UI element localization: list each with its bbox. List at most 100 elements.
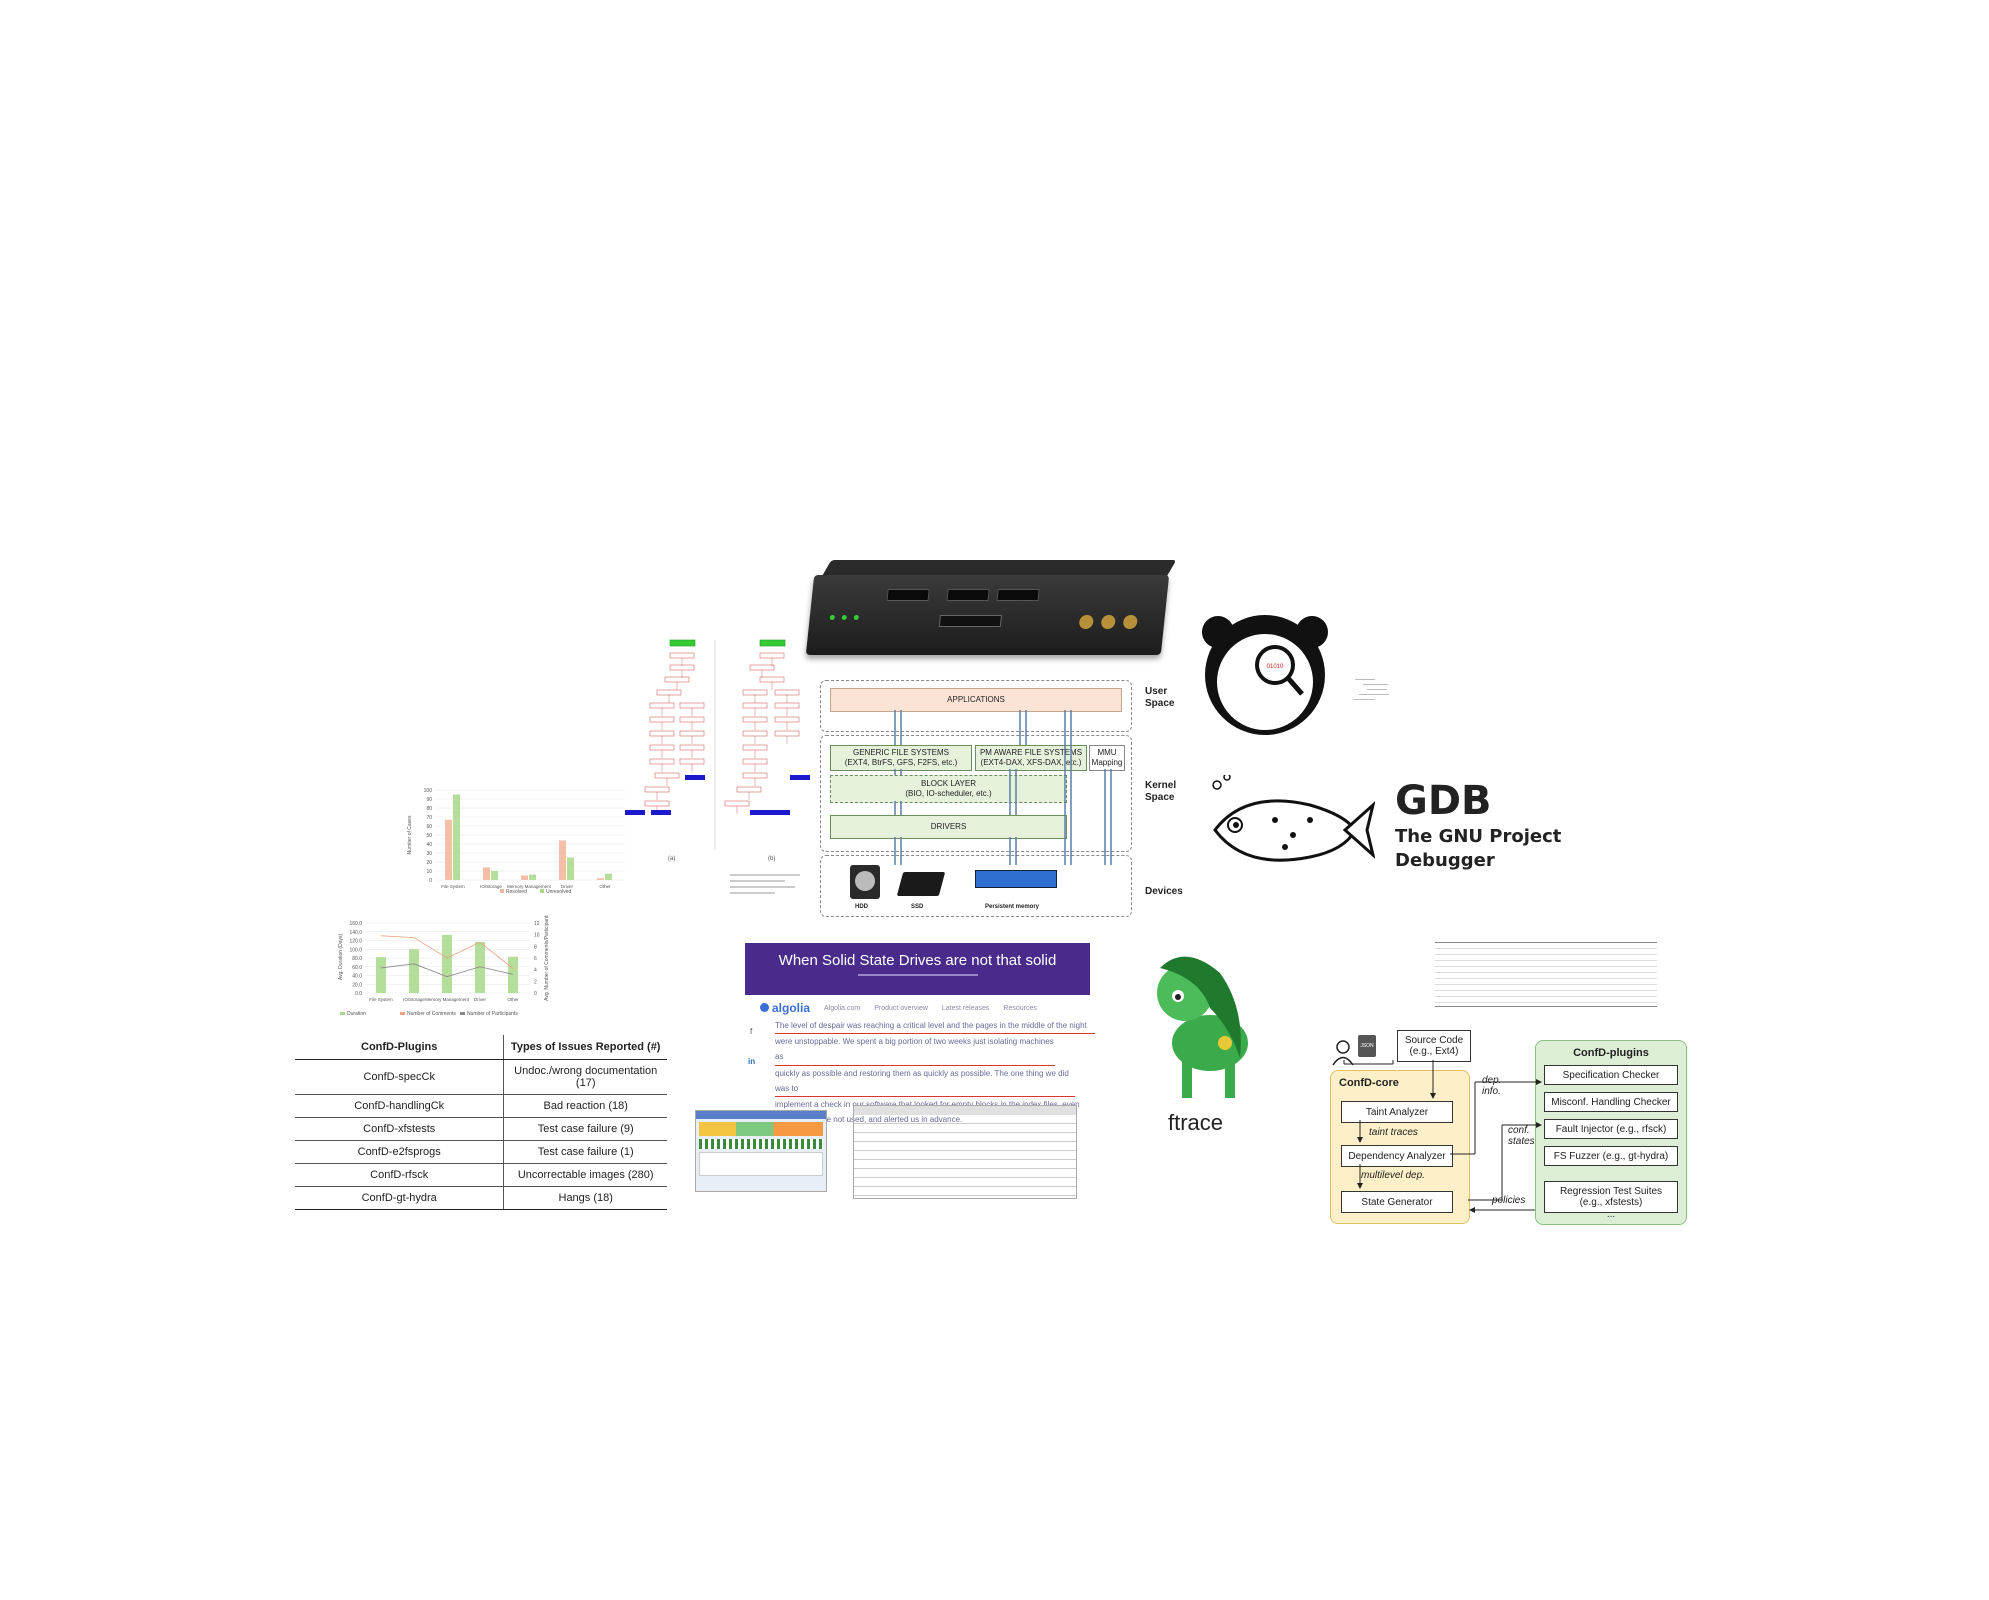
bar — [529, 874, 536, 880]
legend-label: Duration — [347, 1011, 366, 1017]
x-tick-label: Memory Management — [425, 997, 470, 1002]
flow-terminal — [750, 810, 770, 815]
column-header: Types of Issues Reported (#) — [503, 1035, 667, 1060]
devices-label: Devices — [1145, 886, 1183, 897]
table-cell: ConfD-handlingCk — [295, 1094, 505, 1118]
table-row-line — [1435, 960, 1657, 961]
flow-step — [679, 716, 705, 723]
legend-label: Resolved — [506, 889, 527, 895]
flow-step — [649, 716, 675, 723]
table-cell: ConfD-specCk — [295, 1059, 505, 1095]
y-tick-label: 140.0 — [349, 930, 362, 936]
table-header-row: ConfD-Plugins Types of Issues Reported (… — [295, 1035, 667, 1060]
flowchart-a-label: (a) — [668, 856, 676, 862]
flow-step — [742, 689, 768, 696]
kernel-space-region — [820, 735, 1132, 852]
confd-architecture: JSON Source Code (e.g., Ext4) ConfD-core … — [1330, 1030, 1690, 1225]
table-row-line — [854, 1150, 1076, 1151]
dep-info-label: dep. info. — [1482, 1075, 1502, 1097]
flow-step — [759, 652, 785, 659]
table-cell: Test case failure (1) — [503, 1140, 667, 1164]
taint-traces-label: taint traces — [1369, 1127, 1418, 1138]
nav-link[interactable]: Latest releases — [941, 1004, 990, 1012]
flow-step — [742, 758, 768, 765]
x-tick-label: Memory Management — [507, 884, 552, 889]
flow-step — [742, 716, 768, 723]
hdd-image — [850, 865, 880, 899]
regression-box: Regression Test Suites (e.g., xfstests) — [1544, 1181, 1678, 1213]
table-row-line — [1435, 972, 1657, 973]
flow-step — [759, 676, 785, 683]
analyzer-display — [886, 589, 930, 601]
bar — [409, 949, 419, 993]
table-row-line — [1435, 984, 1657, 985]
y-tick-label: 90 — [426, 797, 432, 803]
state-generator-box: State Generator — [1341, 1191, 1453, 1213]
pm-fs-label: PM AWARE FILE SYSTEMS — [979, 748, 1083, 758]
connector-knob — [1100, 615, 1116, 629]
facebook-icon[interactable]: f — [750, 1027, 753, 1036]
flow-terminal — [625, 810, 645, 815]
status-led — [841, 615, 847, 620]
linkedin-icon[interactable]: in — [748, 1057, 756, 1066]
x-tick-label: Other — [599, 884, 611, 889]
confd-core-panel: ConfD-core Taint Analyzer taint traces D… — [1330, 1070, 1470, 1224]
drivers-layer: DRIVERS — [830, 815, 1067, 839]
table-row-line — [854, 1186, 1076, 1187]
plugin-box: Misconf. Handling Checker — [1544, 1092, 1678, 1112]
y-tick-label: 40 — [426, 842, 432, 848]
y-tick-label: 80 — [426, 806, 432, 812]
legend-label: Number of Comments — [407, 1011, 456, 1017]
bar — [491, 871, 498, 880]
y-tick-label: 80.0 — [352, 956, 362, 962]
gdb-subtitle-2: Debugger — [1395, 850, 1495, 871]
generic-fs-sub: (EXT4, BtrFS, GFS, F2FS, etc.) — [844, 758, 958, 767]
y2-tick-label: 2 — [534, 979, 537, 985]
flow-step — [649, 758, 675, 765]
algolia-logo[interactable]: algolia — [760, 1001, 810, 1015]
bar — [442, 934, 452, 993]
flow-step — [679, 758, 705, 765]
chart-duration: 160.0 140.0 120.0 100.0 80.0 60.0 40.0 20.0 0.0 1… — [338, 915, 550, 1017]
mmu-label: MMU — [1097, 748, 1117, 758]
source-code-box: Source Code (e.g., Ext4) — [1397, 1030, 1471, 1062]
gdb-title: GDB — [1395, 778, 1492, 824]
multilevel-dep-label: multilevel dep. — [1361, 1170, 1425, 1181]
pm-fs-sub: (EXT4-DAX, XFS-DAX, etc.) — [980, 758, 1082, 767]
more-plugins-ellipsis: ... — [1606, 1209, 1616, 1220]
legend-swatch — [500, 889, 504, 893]
taint-analyzer-box: Taint Analyzer — [1341, 1101, 1453, 1123]
confd-plugins-panel: ConfD-plugins Specification Checker Misco… — [1535, 1040, 1687, 1225]
chart-cases-ylabel: Number of Cases — [407, 815, 413, 854]
flow-step — [742, 702, 768, 709]
nav-link[interactable]: Resources — [1003, 1004, 1037, 1012]
y2-tick-label: 8 — [534, 944, 537, 950]
drivers-label: DRIVERS — [930, 822, 967, 832]
gdb-fish-logo — [1212, 775, 1375, 862]
x-tick-label: IO/Storage — [480, 884, 502, 889]
table-row-line — [854, 1141, 1076, 1142]
x-tick-label: IO/Storage — [403, 997, 425, 1002]
x-tick-label: Driver — [474, 997, 487, 1002]
flow-step — [649, 702, 675, 709]
y2-tick-label: 12 — [534, 921, 540, 927]
blog-paragraph: The level of despair was reaching a crit… — [775, 1018, 1095, 1127]
devices-region — [820, 855, 1132, 917]
confd-arrows — [1343, 1060, 1542, 1213]
table-row-line — [1435, 1002, 1657, 1003]
y-tick-label: 30 — [426, 851, 432, 857]
x-tick-label: Driver — [561, 884, 574, 889]
user-space-label: User Space — [1145, 686, 1175, 709]
y2-tick-label: 0 — [534, 991, 537, 997]
nav-link[interactable]: Algolia.com — [824, 1004, 861, 1012]
nav-link[interactable]: Product overview — [874, 1004, 928, 1012]
bar — [445, 819, 452, 880]
table-row-line — [854, 1168, 1076, 1169]
flow-step — [774, 689, 800, 696]
flow-step — [669, 652, 695, 659]
storage-stack-diagram: APPLICATIONS GENERIC FILE SYSTEMS (EXT4,… — [815, 680, 1135, 920]
flow-step — [679, 702, 705, 709]
bar — [475, 941, 485, 993]
table-row-line — [854, 1177, 1076, 1178]
panda-code-fragment — [1345, 675, 1405, 735]
